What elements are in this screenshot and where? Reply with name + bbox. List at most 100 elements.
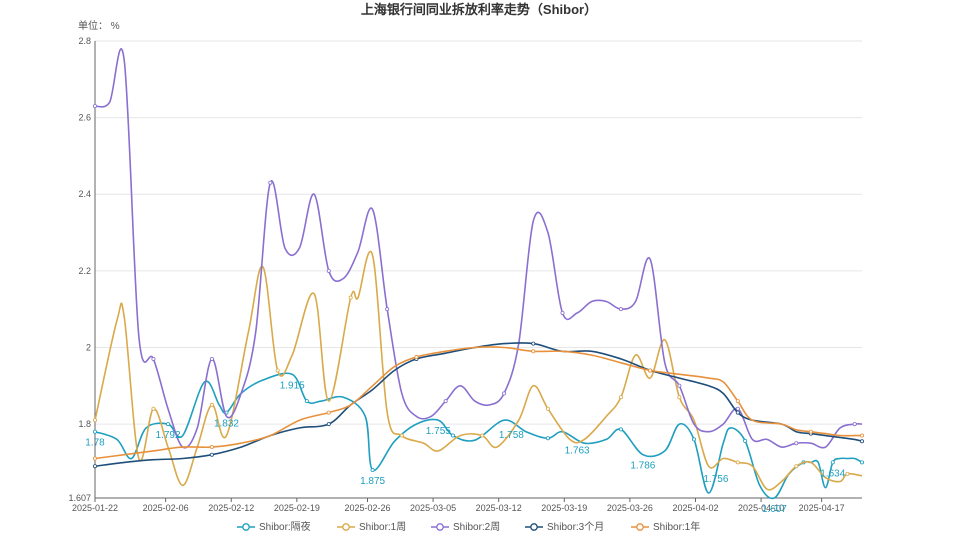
- series-point-4[interactable]: [735, 399, 740, 404]
- series-point-4[interactable]: [648, 368, 653, 373]
- x-tick-label: 2025-03-19: [541, 503, 587, 513]
- series-point-4[interactable]: [209, 445, 214, 450]
- series-line-0: [94, 372, 863, 500]
- x-tick-label: 2025-02-19: [274, 503, 320, 513]
- series-point-2[interactable]: [502, 391, 507, 396]
- legend-item-0[interactable]: Shibor:隔夜: [237, 520, 311, 533]
- series-point-0[interactable]: [618, 427, 623, 432]
- series-point-0[interactable]: [370, 468, 375, 473]
- series-point-0[interactable]: [830, 460, 835, 465]
- x-tick-label: 2025-02-26: [344, 503, 390, 513]
- x-tick-label: 2025-04-02: [672, 503, 718, 513]
- data-label: 1.875: [360, 476, 385, 487]
- data-label: 1.786: [630, 461, 655, 472]
- data-label: 1.756: [703, 474, 728, 485]
- data-label: 1.763: [565, 445, 590, 456]
- data-label: 1.792: [156, 430, 181, 441]
- series-point-1[interactable]: [845, 471, 850, 476]
- series-point-2[interactable]: [326, 268, 331, 273]
- x-tick-label: 2025-02-12: [208, 503, 254, 513]
- series-point-2[interactable]: [385, 307, 390, 312]
- x-axis-ticks: 2025-01-22 2025-02-06 2025-02-12 2025-02-19…: [72, 498, 845, 513]
- series-point-0[interactable]: [545, 436, 550, 441]
- series-point-3[interactable]: [531, 341, 536, 346]
- legend-marker-icon: [342, 523, 350, 531]
- legend-label: Shibor:1周: [359, 521, 406, 533]
- series-point-3[interactable]: [735, 410, 740, 415]
- legend-item-4[interactable]: Shibor:1年: [631, 520, 700, 533]
- legend-label: Shibor:2周: [453, 521, 500, 533]
- legend-marker-icon: [636, 523, 644, 531]
- x-tick-label: 2025-04-17: [799, 503, 845, 513]
- series-point-1[interactable]: [735, 460, 740, 465]
- series-point-1[interactable]: [480, 433, 485, 438]
- series-line-1: [94, 251, 863, 491]
- series-point-1[interactable]: [348, 295, 353, 300]
- legend-label: Shibor:1年: [653, 520, 700, 533]
- series-point-0[interactable]: [743, 438, 748, 443]
- x-tick-label: 2025-04-10: [738, 503, 784, 513]
- series-point-2[interactable]: [618, 307, 623, 312]
- legend[interactable]: Shibor:隔夜 Shibor:1周 Shibor:2周 Shibor:3个月 Shi…: [237, 520, 700, 533]
- series-point-1[interactable]: [275, 368, 280, 373]
- grid-lines: [95, 40, 862, 425]
- y-tick-label: 1.8: [78, 419, 91, 429]
- legend-marker-icon: [436, 523, 444, 531]
- series-point-4[interactable]: [93, 456, 98, 461]
- series-point-3[interactable]: [326, 422, 331, 427]
- y-unit-label: 单位： %: [78, 19, 120, 32]
- x-tick-label: 2025-01-22: [72, 503, 118, 513]
- series-point-1[interactable]: [93, 418, 98, 423]
- legend-label: Shibor:3个月: [547, 521, 604, 533]
- series-point-1[interactable]: [794, 464, 799, 469]
- y-tick-label: 2.2: [78, 266, 91, 276]
- series-point-2[interactable]: [443, 399, 448, 404]
- series-point-2[interactable]: [268, 180, 273, 185]
- series-point-0[interactable]: [860, 460, 865, 465]
- legend-item-2[interactable]: Shibor:2周: [431, 521, 500, 533]
- series-point-2[interactable]: [209, 356, 214, 361]
- series-point-2[interactable]: [794, 441, 799, 446]
- series-point-1[interactable]: [677, 395, 682, 400]
- series-point-2[interactable]: [93, 104, 98, 109]
- series-point-0[interactable]: [166, 422, 171, 427]
- series-point-4[interactable]: [326, 410, 331, 415]
- x-tick-label: 2025-02-06: [143, 503, 189, 513]
- y-tick-label: 1.607: [68, 493, 91, 503]
- legend-marker-icon: [242, 523, 250, 531]
- series-point-1[interactable]: [151, 406, 156, 411]
- series-point-4[interactable]: [531, 349, 536, 354]
- series-line-2: [94, 48, 863, 449]
- series-point-0[interactable]: [450, 433, 455, 438]
- series-point-2[interactable]: [560, 310, 565, 315]
- series-point-1[interactable]: [545, 406, 550, 411]
- chart-title: 上海银行间同业拆放利率走势（Shibor）: [361, 2, 597, 17]
- x-tick-label: 2025-03-26: [607, 503, 653, 513]
- data-label: 1.607: [762, 504, 787, 515]
- series-layer: [93, 48, 865, 500]
- series-point-1[interactable]: [209, 402, 214, 407]
- series-point-2[interactable]: [735, 406, 740, 411]
- series-point-4[interactable]: [860, 433, 865, 438]
- series-point-3[interactable]: [93, 464, 98, 469]
- series-point-2[interactable]: [677, 383, 682, 388]
- y-tick-label: 2: [86, 342, 91, 352]
- series-point-3[interactable]: [860, 439, 865, 444]
- series-point-4[interactable]: [414, 355, 419, 360]
- y-tick-label: 2.8: [78, 36, 91, 46]
- legend-item-1[interactable]: Shibor:1周: [337, 521, 406, 533]
- legend-item-3[interactable]: Shibor:3个月: [525, 521, 604, 533]
- series-point-2[interactable]: [852, 422, 857, 427]
- series-point-0[interactable]: [304, 399, 309, 404]
- series-point-1[interactable]: [618, 395, 623, 400]
- series-point-1[interactable]: [399, 433, 404, 438]
- data-label: 1.915: [280, 380, 305, 391]
- data-labels: 1.78 1.792 1.832 1.915 1.875 1.755 1.758 1.763 1…: [85, 380, 845, 515]
- series-point-2[interactable]: [151, 356, 156, 361]
- legend-marker-icon: [530, 523, 538, 531]
- series-point-3[interactable]: [209, 452, 214, 457]
- series-point-4[interactable]: [808, 429, 813, 434]
- series-point-0[interactable]: [93, 429, 98, 434]
- series-point-0[interactable]: [691, 437, 696, 442]
